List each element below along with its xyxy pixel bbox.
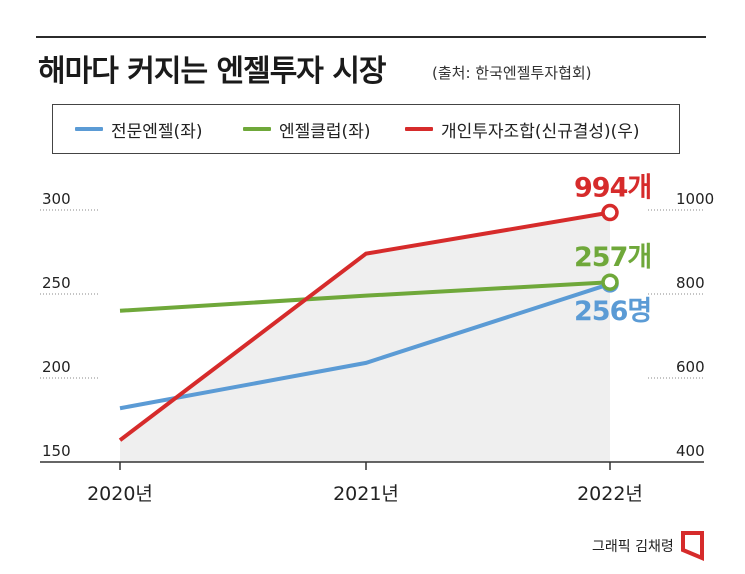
series-end-label: 256명 [574, 296, 651, 327]
legend-label-pro-angel: 전문엔젤(좌) [111, 121, 203, 142]
series-end-label: 257개 [574, 242, 651, 273]
left-tick-label: 200 [42, 358, 71, 376]
right-tick-label: 800 [676, 274, 705, 292]
legend: 전문엔젤(좌) 엔젤클럽(좌) 개인투자조합(신규결성)(우) [52, 104, 680, 154]
left-tick-label: 300 [42, 190, 71, 208]
legend-item-angel-club: 엔젤클럽(좌) [243, 105, 370, 153]
legend-swatch-pro-angel [75, 127, 103, 131]
top-rule [36, 36, 706, 38]
series-end-marker [601, 273, 619, 291]
chart-source: (출처: 한국엔젤투자협회) [432, 64, 592, 82]
chart-title: 해마다 커지는 엔젤투자 시장 [38, 54, 387, 89]
legend-swatch-angel-club [243, 127, 271, 131]
series-line [118, 210, 611, 442]
legend-item-pro-angel: 전문엔젤(좌) [75, 105, 202, 153]
legend-item-personal-fund: 개인투자조합(신규결성)(우) [405, 105, 640, 153]
legend-label-personal-fund: 개인투자조합(신규결성)(우) [441, 121, 640, 142]
right-tick-label: 400 [676, 442, 705, 460]
right-tick-label: 600 [676, 358, 705, 376]
brand-logo-icon [681, 531, 704, 562]
series-end-marker [601, 203, 619, 222]
legend-swatch-personal-fund [405, 127, 433, 131]
series-line [119, 280, 611, 313]
series-end-label: 994개 [574, 173, 651, 204]
x-tick-label: 2022년 [577, 483, 643, 505]
shaded-area [120, 212, 610, 462]
legend-label-angel-club: 엔젤클럽(좌) [279, 121, 371, 142]
left-tick-label: 150 [42, 442, 71, 460]
series-line [119, 282, 611, 411]
right-tick-label: 1000 [676, 190, 714, 208]
graphic-credit: 그래픽 김채령 [592, 539, 674, 555]
x-tick-label: 2021년 [333, 483, 399, 505]
left-tick-label: 250 [42, 274, 71, 292]
x-tick-label: 2020년 [87, 483, 153, 505]
